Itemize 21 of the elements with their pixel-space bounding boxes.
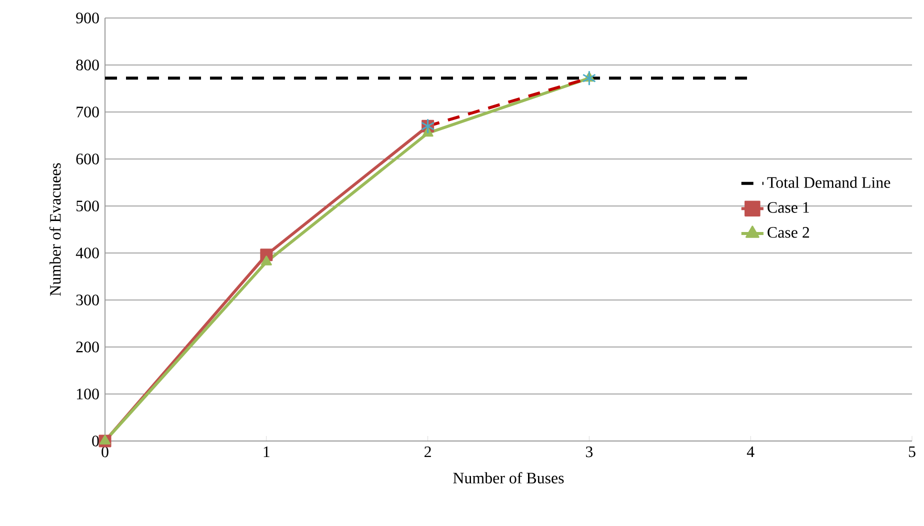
x-tick-label: 1 (264, 446, 270, 458)
y-tick-label: 700 (76, 106, 99, 118)
legend-label: Total Demand Line (767, 176, 890, 188)
x-tick-label: 5 (908, 446, 916, 458)
y-tick-label: 0 (92, 436, 99, 446)
legend-label: Case 1 (768, 202, 809, 213)
y-tick-label: 500 (76, 200, 99, 212)
y-tick-label: 100 (76, 388, 99, 400)
y-tick-label: 900 (76, 12, 99, 24)
x-tick-label: 4 (746, 446, 754, 457)
x-tick-label: 2 (424, 446, 431, 458)
y-tick-label: 400 (76, 248, 99, 258)
legend-label: Case 2 (768, 227, 810, 238)
x-axis-title: Number of Buses (453, 472, 564, 484)
y-tick-label: 800 (76, 60, 99, 70)
y-axis-title: Number of Evacuees (49, 163, 61, 296)
y-tick-label: 300 (76, 294, 99, 306)
x-tick-label: 0 (102, 446, 108, 458)
y-tick-label: 200 (76, 342, 99, 352)
x-tick-label: 3 (586, 446, 593, 458)
y-tick-label: 600 (76, 154, 99, 164)
